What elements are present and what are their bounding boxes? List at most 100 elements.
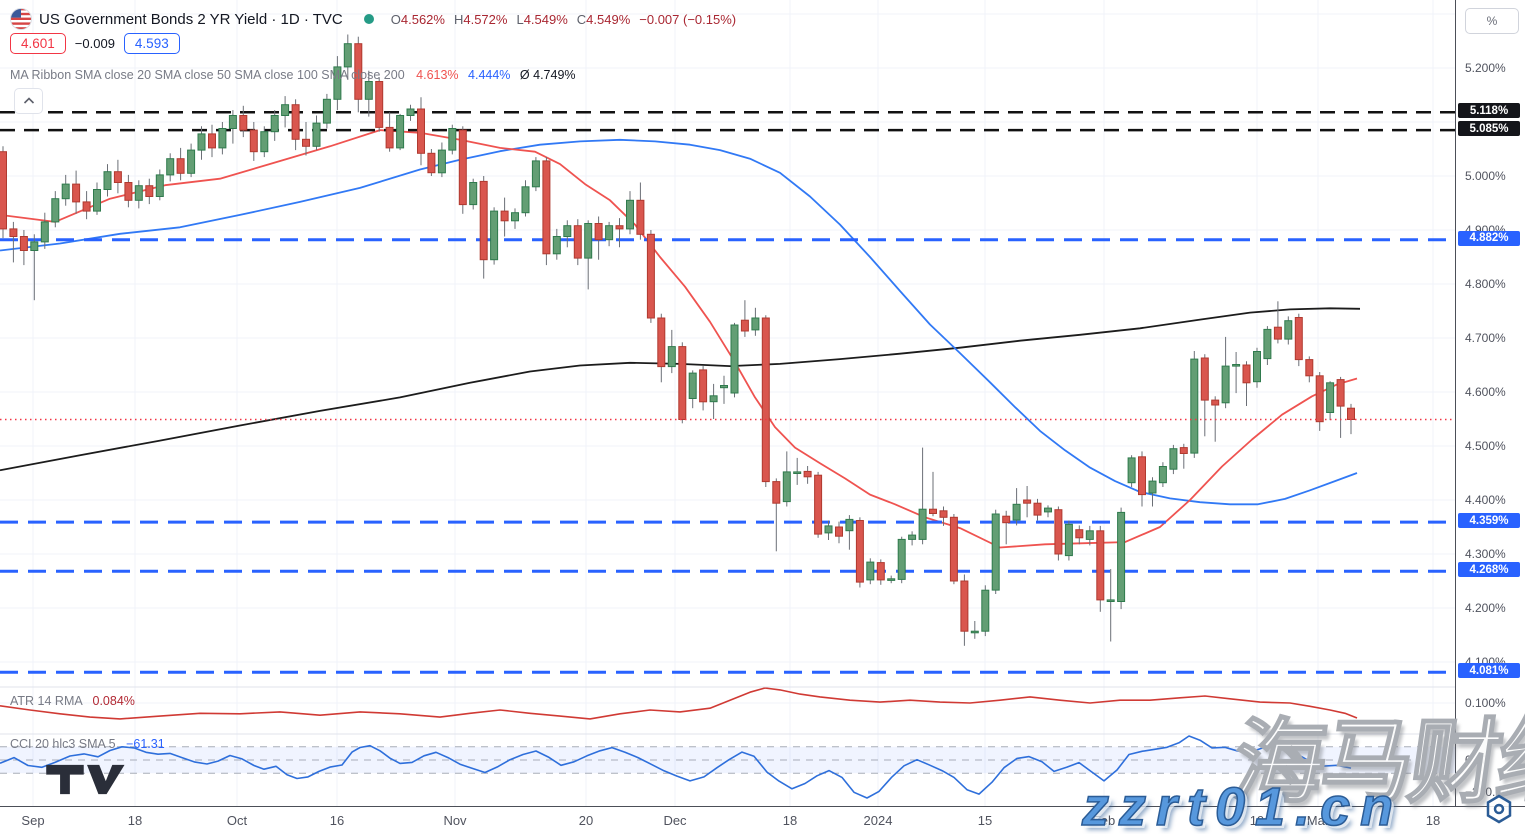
candle (208, 124, 216, 158)
candle (584, 220, 593, 290)
symbol-title[interactable]: US Government Bonds 2 YR Yield · 1D · TV… (39, 10, 343, 28)
candle (1253, 347, 1261, 388)
indicator-axis-tick: −250.00 (1465, 785, 1509, 799)
candle (1044, 505, 1052, 518)
candle (1064, 520, 1073, 561)
market-status-icon[interactable] (363, 14, 374, 24)
price-tick: 4.500% (1465, 439, 1506, 453)
candle (918, 447, 927, 545)
indicator-axis-tick: 0.00 (1465, 753, 1489, 767)
candle (855, 517, 864, 588)
candle (793, 457, 802, 485)
time-axis-label: Dec (663, 813, 687, 828)
cci-params: CCI 20 hlc3 SMA 5 (10, 737, 116, 751)
ma-ribbon-legend[interactable]: MA Ribbon SMA close 20 SMA close 50 SMA … (10, 68, 576, 82)
candle (354, 36, 363, 113)
price-level-badge: 4.882% (1458, 230, 1520, 246)
candle (1242, 361, 1251, 406)
price-tick: 5.000% (1465, 169, 1506, 183)
candle (1054, 506, 1063, 561)
candle (929, 471, 937, 517)
candle (866, 558, 875, 585)
candle (1106, 569, 1115, 642)
candle (605, 221, 614, 247)
candle (835, 521, 843, 544)
candle (908, 531, 917, 546)
candle (1096, 525, 1105, 612)
chart-canvas[interactable] (0, 0, 1455, 806)
candle (500, 197, 509, 237)
candle (1284, 316, 1293, 345)
candle (1294, 313, 1303, 367)
time-axis-label: 18 (782, 813, 798, 828)
sma50-value: 4.444% (468, 68, 511, 82)
time-axis[interactable]: Sep 18 Oct 16 Nov 20 Dec 18 2024 15 Feb 19 Mar 18 (0, 806, 1525, 834)
time-axis-label: Mar (1306, 813, 1330, 828)
candle (1263, 326, 1272, 365)
atr-legend[interactable]: ATR 14 RMA 0.084% (10, 694, 135, 708)
price-tick: 4.400% (1465, 493, 1506, 507)
candle (730, 322, 739, 398)
candle (469, 178, 478, 210)
candle (740, 300, 749, 337)
candle (166, 153, 175, 182)
candle (824, 520, 833, 540)
price-unit-button[interactable]: % (1465, 8, 1519, 34)
indicator-axis-tick: 0.100% (1465, 696, 1506, 710)
candle (427, 149, 436, 176)
candle (364, 70, 373, 117)
candle (1033, 498, 1042, 521)
time-axis-label: Oct (226, 813, 248, 828)
price-level-badge: 5.085% (1458, 121, 1520, 137)
candle (19, 230, 28, 266)
candle (991, 509, 1000, 594)
candle (458, 126, 467, 214)
price-level-badge: 5.118% (1458, 103, 1520, 119)
candle (1200, 354, 1209, 437)
time-axis-label: 15 (977, 813, 993, 828)
candle (40, 212, 49, 249)
time-axis-label: Sep (21, 813, 45, 828)
candle (845, 515, 854, 550)
candle (646, 230, 655, 323)
candle (1305, 356, 1314, 383)
candle (291, 99, 300, 151)
candle (949, 514, 958, 585)
candle (636, 182, 645, 240)
candle (939, 506, 948, 526)
sell-price-button[interactable]: 4.601 (10, 33, 66, 54)
candle (1127, 455, 1136, 487)
time-axis-label: 18 (1425, 813, 1441, 828)
spread-value: −0.009 (74, 36, 115, 51)
atr-params: ATR 14 RMA (10, 694, 83, 708)
candle (1085, 525, 1094, 546)
candle (343, 34, 352, 80)
candle (187, 143, 196, 178)
candle (699, 366, 708, 411)
candle (176, 147, 185, 181)
candle (375, 77, 384, 132)
collapse-legend-button[interactable] (14, 88, 43, 114)
buy-price-button[interactable]: 4.593 (123, 33, 180, 54)
price-chart-svg[interactable] (0, 0, 1455, 806)
candle (281, 96, 290, 128)
symbol-legend[interactable]: US Government Bonds 2 YR Yield · 1D · TV… (10, 8, 736, 30)
price-level-badge: 4.268% (1458, 562, 1520, 578)
candle (1002, 510, 1011, 545)
cci-legend[interactable]: CCI 20 hlc3 SMA 5 −61.31 (10, 737, 165, 751)
candle (563, 220, 572, 248)
candle (542, 157, 551, 266)
candle (876, 559, 885, 585)
candle (772, 478, 781, 552)
price-axis[interactable]: % 5.200%5.000%4.900%4.800%4.700%4.600%4.… (1455, 0, 1525, 806)
candle (312, 115, 321, 151)
candle (573, 219, 582, 266)
candle (814, 471, 823, 538)
change-value: −0.007 (−0.15%) (639, 11, 737, 27)
price-tick: 4.800% (1465, 277, 1506, 291)
tradingview-logo[interactable] (46, 764, 128, 800)
candle (1221, 336, 1230, 409)
candle (218, 122, 227, 155)
candle (249, 122, 258, 161)
candle (626, 191, 634, 235)
